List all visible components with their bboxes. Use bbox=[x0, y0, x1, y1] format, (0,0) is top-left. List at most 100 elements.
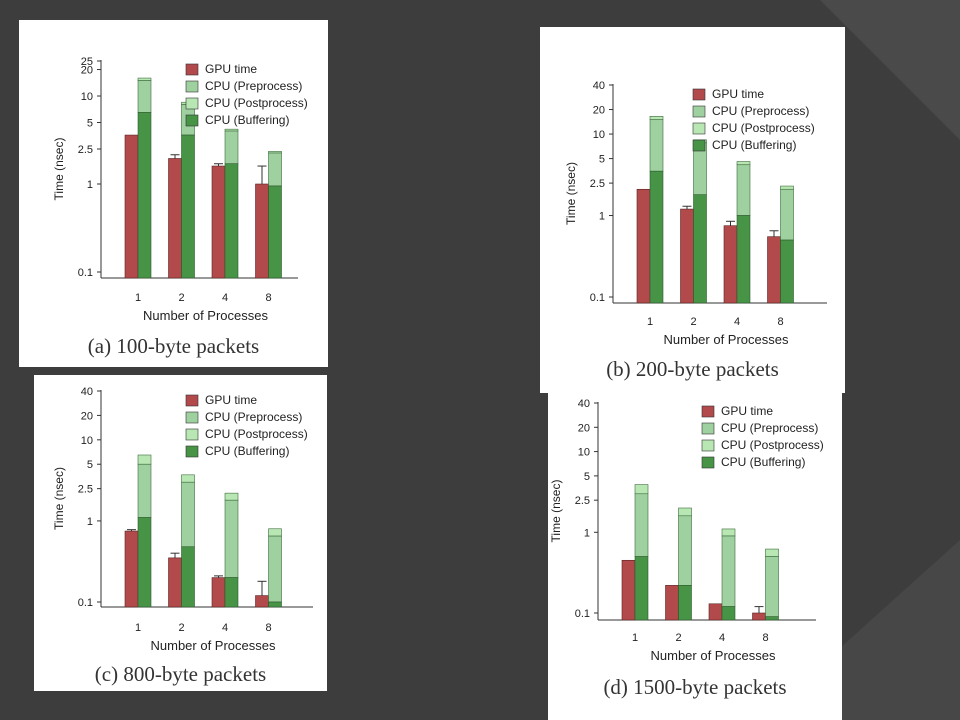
chart-c-bar-cpu-buffering bbox=[137, 517, 152, 608]
chart-a-legend-swatch bbox=[185, 97, 199, 110]
chart-c-legend-swatch bbox=[185, 428, 199, 441]
chart-d-y-tick-label: 1 bbox=[584, 527, 590, 539]
chart-c-bar-gpu-time bbox=[124, 530, 139, 608]
chart-a-legend-label: CPU (Buffering) bbox=[205, 113, 289, 127]
chart-d-caption: (d) 1500-byte packets bbox=[603, 675, 787, 699]
chart-d-legend-swatch bbox=[701, 405, 715, 418]
chart-panel-b: 0.1 1 2.5 5 10 20 40 Time (nsec) 1 2 4 8 Number of P… bbox=[540, 27, 845, 393]
chart-a-bar-cpu-buffering bbox=[137, 112, 152, 279]
chart-c-legend-label: CPU (Buffering) bbox=[205, 444, 289, 458]
chart-b-legend-swatch bbox=[692, 105, 706, 118]
chart-a-x-tick-label: 1 bbox=[135, 292, 141, 304]
chart-b-legend-label: CPU (Buffering) bbox=[712, 138, 796, 152]
chart-b-x-axis-label: Number of Processes bbox=[664, 332, 789, 347]
chart-b-y-tick-label: 10 bbox=[593, 129, 605, 141]
chart-d-bar-gpu-time bbox=[708, 603, 723, 621]
chart-a-legend-label: GPU time bbox=[205, 62, 257, 76]
chart-b-caption: (b) 200-byte packets bbox=[606, 357, 779, 381]
chart-c-bar-cpu-buffering bbox=[268, 601, 282, 608]
chart-d-x-tick-label: 1 bbox=[632, 632, 638, 644]
chart-b-y-tick-label: 0.1 bbox=[590, 292, 605, 304]
chart-b-y-tick-label: 5 bbox=[599, 154, 605, 166]
chart-b-bar-gpu-time bbox=[723, 225, 738, 304]
chart-c-bar-cpu-preprocess bbox=[268, 535, 282, 603]
chart-c-y-tick-label: 0.1 bbox=[78, 597, 93, 609]
chart-c-bar-cpu-preprocess bbox=[224, 499, 239, 578]
chart-a-y-tick-label: 1 bbox=[87, 179, 93, 191]
chart-a-y-tick-label: 0.1 bbox=[78, 267, 93, 279]
chart-c-bar-cpu-buffering bbox=[224, 577, 239, 608]
chart-c-y-tick-label: 40 bbox=[81, 386, 93, 398]
chart-a-bar-cpu-preprocess bbox=[137, 80, 152, 113]
chart-d-y-axis-label: Time (nsec) bbox=[549, 480, 563, 543]
chart-panel-a: 0.1 1 2.5 5 10 20 25 Time (nsec) 1 2 4 8 Number of P… bbox=[19, 20, 328, 367]
chart-a-legend-label: CPU (Preprocess) bbox=[205, 79, 302, 93]
chart-c-y-tick-label: 2.5 bbox=[78, 484, 93, 496]
chart-d-bar-cpu-buffering bbox=[721, 606, 736, 621]
chart-d-bar-cpu-preprocess bbox=[678, 515, 692, 586]
chart-d-bar-gpu-time bbox=[665, 585, 679, 621]
chart-d-bar-cpu-preprocess bbox=[634, 493, 649, 557]
chart-b-plot: 0.1 1 2.5 5 10 20 40 Time (nsec) 1 2 4 8 Number of P… bbox=[564, 80, 827, 347]
chart-d-y-tick-label: 0.1 bbox=[575, 608, 590, 620]
chart-c-legend-swatch bbox=[185, 445, 199, 458]
chart-b-bar-cpu-buffering bbox=[780, 239, 794, 304]
chart-c-bar-cpu-postprocess bbox=[137, 454, 152, 465]
chart-c-y-tick-label: 1 bbox=[87, 516, 93, 528]
chart-d-legend-label: GPU time bbox=[721, 404, 773, 418]
chart-d-bar-cpu-buffering bbox=[634, 556, 649, 621]
chart-a-y-tick-label: 10 bbox=[81, 91, 93, 103]
chart-d-bar-cpu-preprocess bbox=[765, 556, 779, 617]
chart-b-x-tick-label: 2 bbox=[690, 316, 696, 328]
chart-c-x-tick-label: 8 bbox=[265, 622, 271, 634]
chart-a-y-tick-label: 5 bbox=[87, 118, 93, 130]
chart-a-legend-swatch bbox=[185, 80, 199, 93]
chart-d-x-tick-label: 2 bbox=[675, 632, 681, 644]
chart-b-y-axis-label: Time (nsec) bbox=[564, 162, 578, 225]
chart-d-bar-cpu-postprocess bbox=[721, 528, 736, 537]
chart-a-y-tick-label: 2.5 bbox=[78, 144, 93, 156]
chart-c-y-axis-label: Time (nsec) bbox=[52, 467, 66, 530]
chart-b-y-tick-label: 20 bbox=[593, 105, 605, 117]
chart-a-bar-cpu-postprocess bbox=[137, 77, 152, 81]
chart-c-bar-cpu-preprocess bbox=[137, 463, 152, 518]
chart-d-legend-swatch bbox=[701, 439, 715, 452]
chart-a-x-tick-label: 2 bbox=[178, 292, 184, 304]
chart-c-y-tick-label: 5 bbox=[87, 459, 93, 471]
chart-d-legend-label: CPU (Postprocess) bbox=[721, 438, 824, 452]
chart-a-bar-gpu-time bbox=[211, 165, 226, 279]
chart-b-legend-label: GPU time bbox=[712, 87, 764, 101]
chart-a-y-tick-label: 25 bbox=[81, 56, 93, 68]
chart-b-legend-label: CPU (Postprocess) bbox=[712, 121, 815, 135]
chart-b-bar-cpu-preprocess bbox=[736, 164, 751, 216]
chart-c-bar-cpu-postprocess bbox=[181, 474, 195, 483]
chart-c-bar-gpu-time bbox=[168, 557, 182, 608]
chart-d-legend-label: CPU (Buffering) bbox=[721, 455, 805, 469]
chart-d-x-tick-label: 4 bbox=[719, 632, 725, 644]
chart-c-bar-gpu-time bbox=[211, 577, 226, 608]
chart-c-caption: (c) 800-byte packets bbox=[94, 662, 267, 686]
chart-d-bar-gpu-time bbox=[621, 559, 636, 621]
chart-a-legend-swatch bbox=[185, 63, 199, 76]
chart-a-x-tick-label: 4 bbox=[222, 292, 228, 304]
chart-d-bar-cpu-postprocess bbox=[634, 484, 649, 495]
chart-a-bar-gpu-time bbox=[124, 134, 139, 279]
chart-c-y-tick-label: 20 bbox=[81, 410, 93, 422]
chart-d-bar-gpu-time bbox=[752, 612, 766, 621]
chart-b-bar-cpu-buffering bbox=[693, 194, 707, 304]
chart-c-x-tick-label: 2 bbox=[178, 622, 184, 634]
chart-c-legend-label: GPU time bbox=[205, 393, 257, 407]
chart-d-y-tick-label: 2.5 bbox=[575, 495, 590, 507]
chart-b-bar-cpu-postprocess bbox=[780, 185, 794, 190]
chart-c-x-tick-label: 1 bbox=[135, 622, 141, 634]
chart-a-legend-swatch bbox=[185, 114, 199, 127]
chart-d-bar-cpu-buffering bbox=[765, 616, 779, 621]
chart-a-x-axis-label: Number of Processes bbox=[143, 308, 268, 323]
chart-d-bar-cpu-postprocess bbox=[765, 548, 779, 557]
chart-a-y-tick-label: 20 bbox=[81, 65, 93, 77]
chart-d-plot: 0.1 1 2.5 5 10 20 40 Time (nsec) 1 2 4 8 Number of P… bbox=[549, 398, 824, 663]
chart-b-x-tick-label: 8 bbox=[777, 316, 783, 328]
chart-a-legend-label: CPU (Postprocess) bbox=[205, 96, 308, 110]
chart-a-bar-gpu-time bbox=[255, 183, 269, 279]
